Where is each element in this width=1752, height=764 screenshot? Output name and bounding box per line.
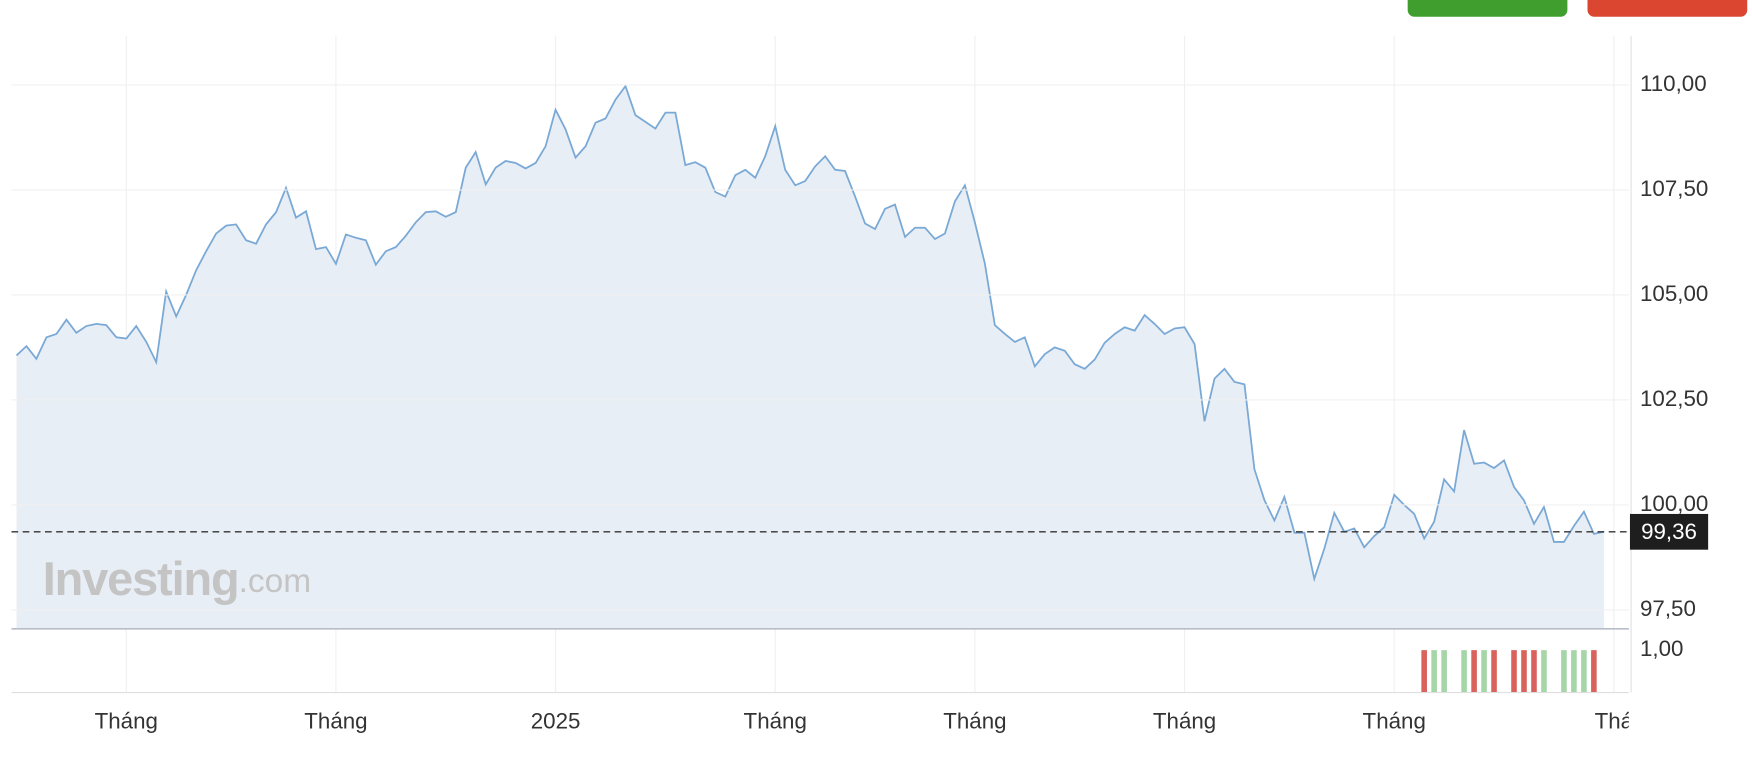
y-tick-label: 100,00: [1640, 491, 1708, 516]
volume-bar: [1491, 650, 1497, 693]
button[interactable]: [1587, 0, 1748, 17]
volume-bar: [1581, 650, 1587, 693]
x-tick-label: Tháng: [744, 709, 807, 734]
y-tick-label: 97,50: [1640, 596, 1696, 621]
volume-bar: [1471, 650, 1477, 693]
volume-bar: [1461, 650, 1467, 693]
volume-bar: [1441, 650, 1447, 693]
volume-bar: [1431, 650, 1437, 693]
x-tick-label: Tháng: [95, 709, 158, 734]
y-tick-label: 110,00: [1640, 71, 1707, 96]
volume-bar: [1591, 650, 1597, 693]
y-tick-label: 1,00: [1640, 636, 1683, 661]
watermark-text: Investing: [43, 553, 239, 605]
x-tick-label: Tháng: [304, 709, 367, 734]
price-label: 99,36: [1641, 519, 1697, 544]
volume-bar: [1421, 650, 1427, 693]
x-tick-label: Tháng: [943, 709, 1006, 734]
y-tick-label: 107,50: [1640, 176, 1708, 201]
x-tick-label: 2025: [531, 709, 581, 734]
volume-bar: [1511, 650, 1517, 693]
plot-area: Tháng Tháng 2025 Tháng Tháng Tháng Tháng Thá: [15, 35, 1634, 734]
price-tag: [1629, 513, 1709, 550]
button-label: Mua: [1465, 0, 1510, 4]
watermark-text: .com: [239, 563, 312, 600]
watermark: Investing.com: [43, 553, 311, 605]
area: [16, 86, 1604, 629]
volume-bar: [1541, 650, 1547, 693]
x-tick-label: Tháng: [1153, 709, 1216, 734]
volume-bar: [1521, 650, 1527, 693]
x-tick-label: Thá: [1595, 709, 1634, 734]
x-tick-label: Tháng: [1363, 709, 1426, 734]
volume-bar: [1481, 650, 1487, 693]
button[interactable]: [1407, 0, 1568, 17]
volume-bar: [1561, 650, 1567, 693]
button-label: Bán: [1646, 0, 1688, 4]
y-tick-label: 102,50: [1640, 386, 1708, 411]
y-tick-label: 105,00: [1640, 281, 1708, 306]
volume-bar: [1531, 650, 1537, 693]
volume-bar: [1571, 650, 1577, 693]
line: [15, 84, 1605, 583]
